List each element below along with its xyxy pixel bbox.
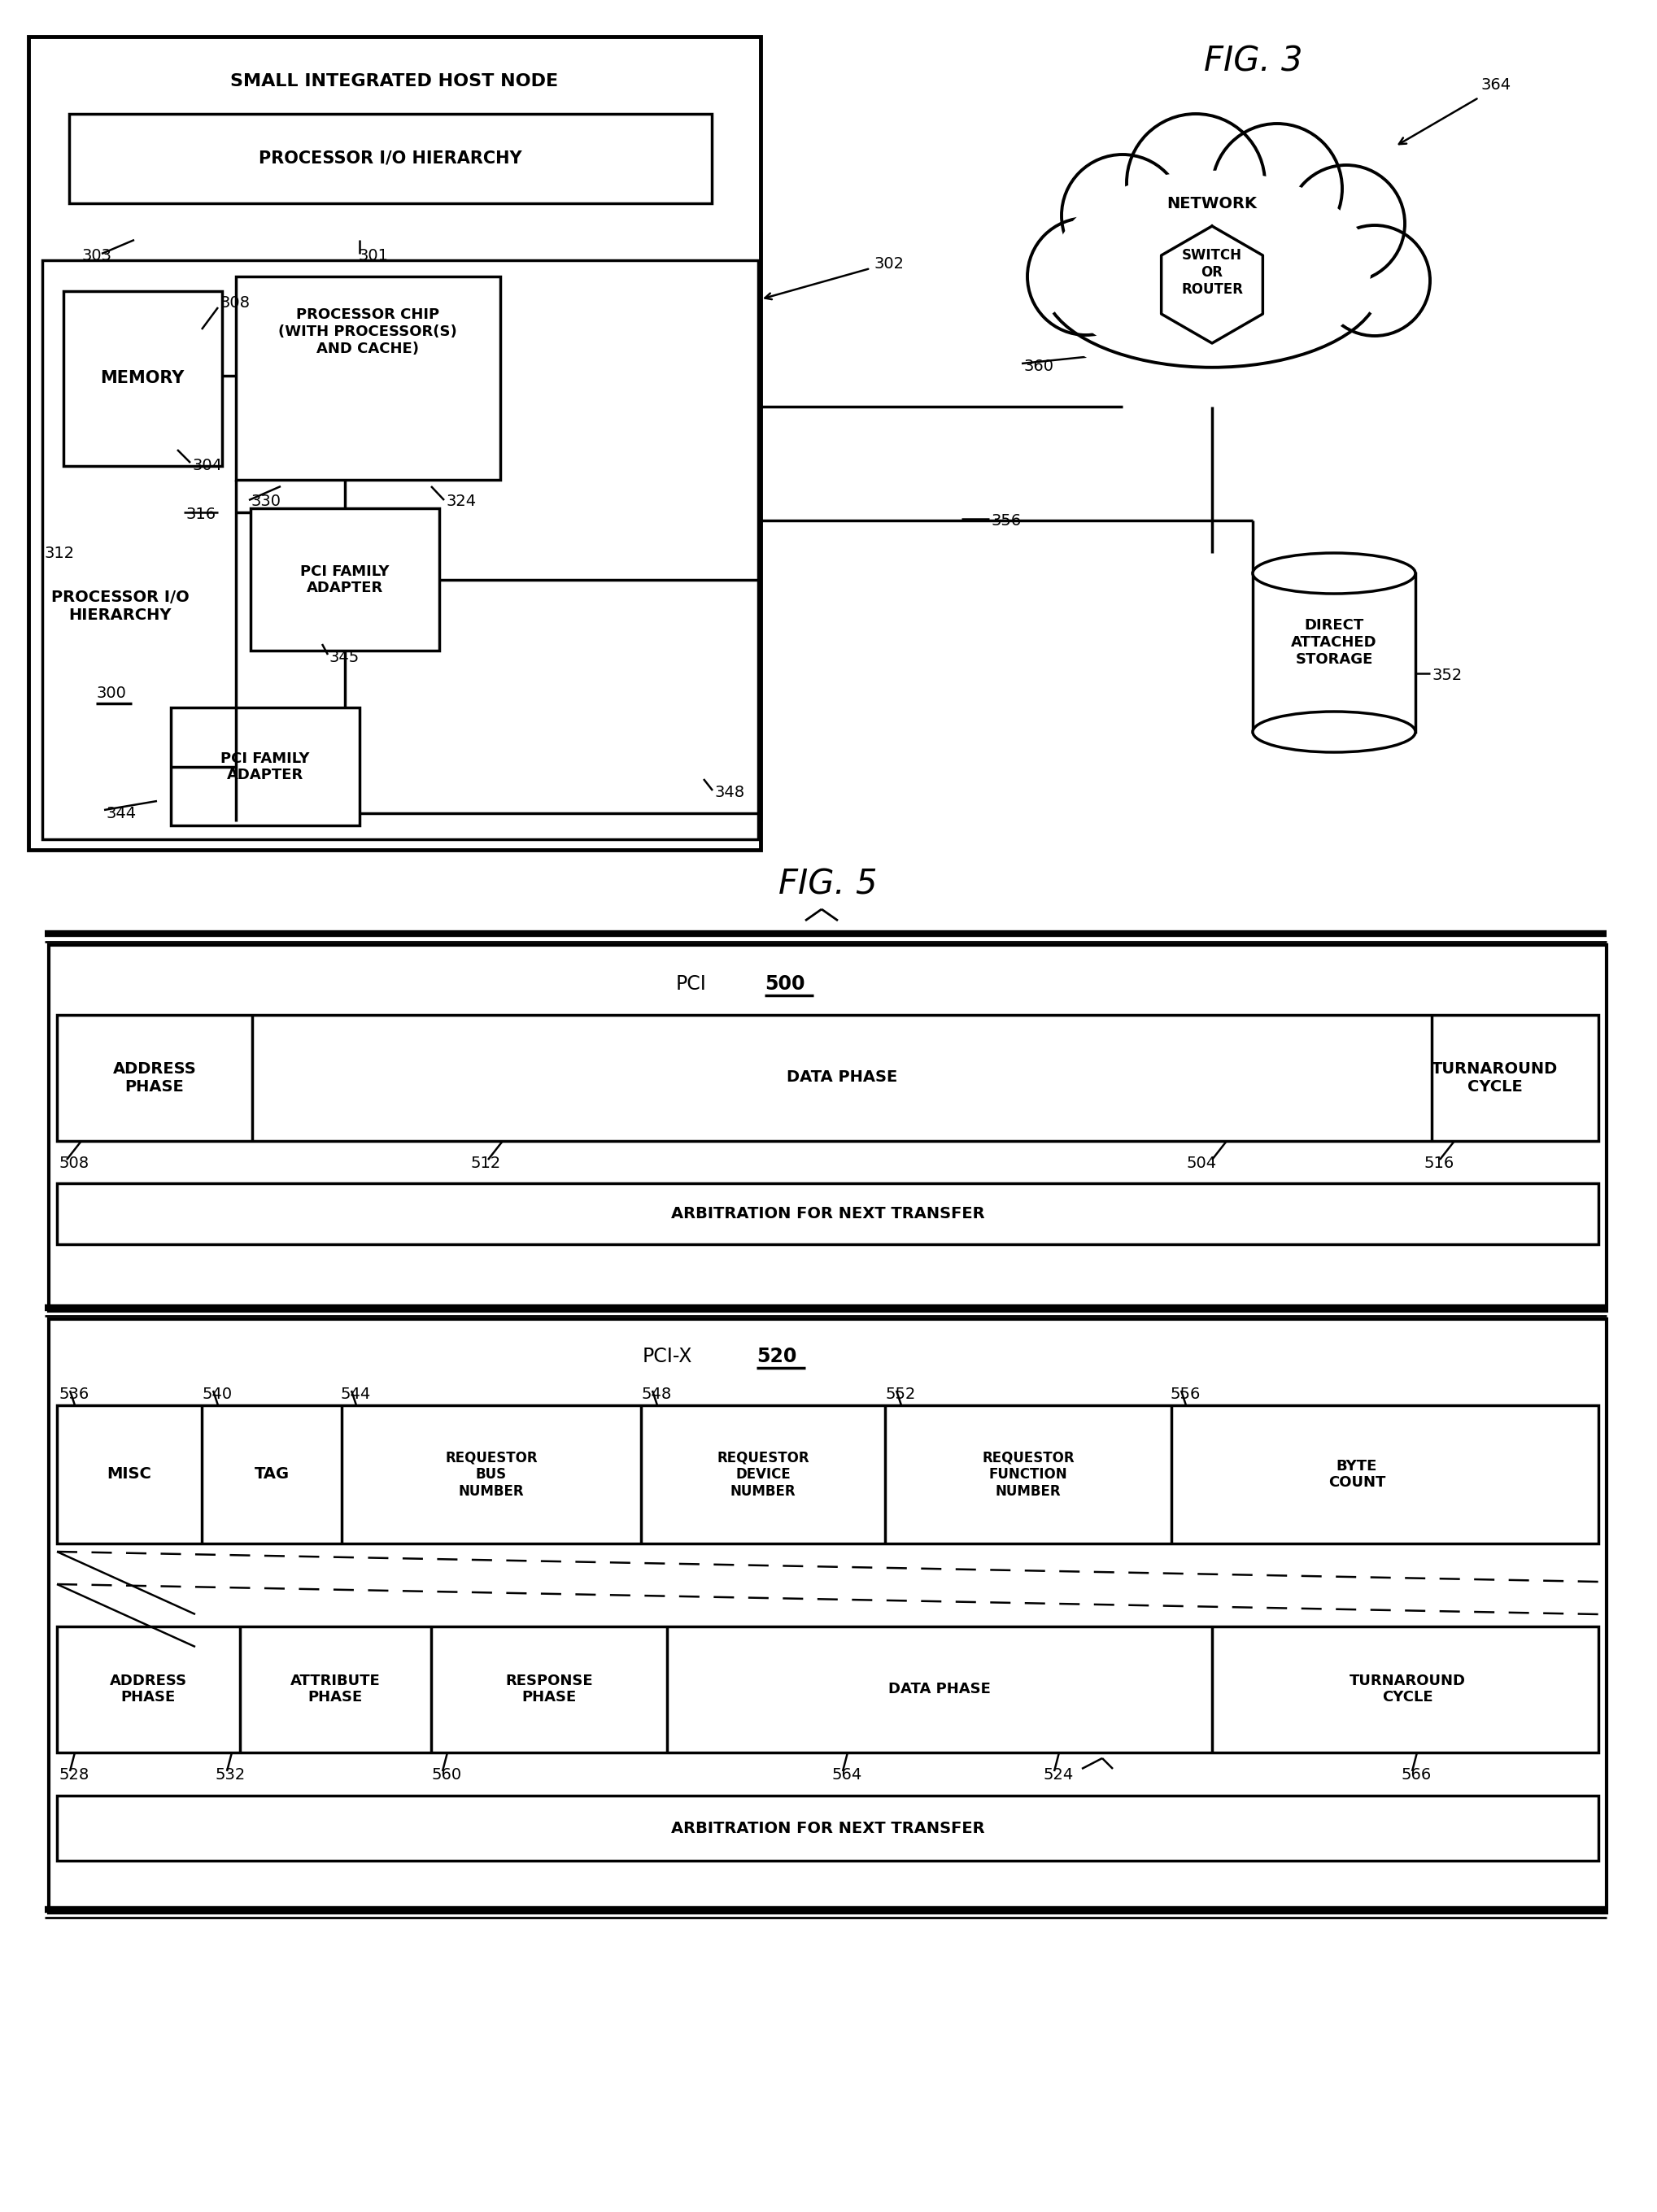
Text: 352: 352 <box>1432 668 1461 684</box>
Bar <box>56 1626 1599 1752</box>
Text: TURNAROUND
CYCLE: TURNAROUND CYCLE <box>1432 1062 1558 1095</box>
Text: 548: 548 <box>641 1387 671 1402</box>
Circle shape <box>1027 219 1145 334</box>
Text: 532: 532 <box>215 1767 245 1783</box>
Text: NETWORK: NETWORK <box>1167 195 1258 210</box>
Text: 308: 308 <box>220 294 250 310</box>
Text: REQUESTOR
BUS
NUMBER: REQUESTOR BUS NUMBER <box>446 1451 537 1500</box>
Text: FIG. 5: FIG. 5 <box>779 867 878 902</box>
Text: MISC: MISC <box>108 1467 152 1482</box>
Text: 528: 528 <box>58 1767 89 1783</box>
Text: 303: 303 <box>81 248 111 263</box>
Text: 556: 556 <box>1170 1387 1200 1402</box>
Circle shape <box>1319 226 1430 336</box>
Text: 324: 324 <box>446 493 476 509</box>
Text: TURNAROUND
CYCLE: TURNAROUND CYCLE <box>1349 1672 1465 1705</box>
Text: FIG. 3: FIG. 3 <box>1205 44 1302 77</box>
Text: MEMORY: MEMORY <box>101 369 184 387</box>
Text: 302: 302 <box>875 257 905 272</box>
Text: 360: 360 <box>1024 358 1054 374</box>
Circle shape <box>1211 124 1342 254</box>
Text: 524: 524 <box>1042 1767 1074 1783</box>
Text: BYTE
COUNT: BYTE COUNT <box>1329 1458 1385 1491</box>
Text: 512: 512 <box>471 1155 500 1170</box>
Text: ADDRESS
PHASE: ADDRESS PHASE <box>113 1062 196 1095</box>
Bar <box>250 509 439 650</box>
Bar <box>43 261 759 838</box>
Ellipse shape <box>1052 170 1370 367</box>
Bar <box>56 1183 1599 1243</box>
Text: 552: 552 <box>885 1387 915 1402</box>
Text: 566: 566 <box>1400 1767 1432 1783</box>
Ellipse shape <box>1253 712 1415 752</box>
Text: SWITCH
OR
ROUTER: SWITCH OR ROUTER <box>1181 248 1243 296</box>
Text: PCI FAMILY
ADAPTER: PCI FAMILY ADAPTER <box>300 564 389 595</box>
Text: SMALL INTEGRATED HOST NODE: SMALL INTEGRATED HOST NODE <box>230 73 558 88</box>
Bar <box>48 1318 1607 1913</box>
Bar <box>235 276 500 480</box>
Text: 312: 312 <box>45 546 75 560</box>
Ellipse shape <box>1253 553 1415 593</box>
Text: REQUESTOR
FUNCTION
NUMBER: REQUESTOR FUNCTION NUMBER <box>983 1451 1074 1500</box>
Text: 500: 500 <box>764 973 805 993</box>
Text: 301: 301 <box>358 248 388 263</box>
Text: RESPONSE
PHASE: RESPONSE PHASE <box>505 1672 593 1705</box>
Text: 544: 544 <box>340 1387 370 1402</box>
Text: ATTRIBUTE
PHASE: ATTRIBUTE PHASE <box>290 1672 379 1705</box>
Ellipse shape <box>1026 148 1399 389</box>
Text: 345: 345 <box>330 650 360 666</box>
Text: ARBITRATION FOR NEXT TRANSFER: ARBITRATION FOR NEXT TRANSFER <box>671 1206 984 1221</box>
Text: 516: 516 <box>1423 1155 1453 1170</box>
Polygon shape <box>1162 226 1263 343</box>
Text: 504: 504 <box>1186 1155 1216 1170</box>
Circle shape <box>1127 113 1264 252</box>
Text: PCI FAMILY
ADAPTER: PCI FAMILY ADAPTER <box>220 752 310 783</box>
Text: 508: 508 <box>58 1155 89 1170</box>
Text: PROCESSOR CHIP
(WITH PROCESSOR(S)
AND CACHE): PROCESSOR CHIP (WITH PROCESSOR(S) AND CA… <box>278 307 457 356</box>
Text: DIRECT
ATTACHED
STORAGE: DIRECT ATTACHED STORAGE <box>1291 617 1377 666</box>
Circle shape <box>1062 155 1183 276</box>
Text: PCI: PCI <box>676 973 708 993</box>
Bar <box>56 1796 1599 1860</box>
Text: 304: 304 <box>192 458 222 473</box>
Text: 564: 564 <box>832 1767 862 1783</box>
Text: 560: 560 <box>431 1767 461 1783</box>
Bar <box>171 708 360 825</box>
Bar <box>70 113 713 204</box>
Circle shape <box>1287 166 1405 283</box>
Text: PROCESSOR I/O HIERARCHY: PROCESSOR I/O HIERARCHY <box>258 150 522 166</box>
Bar <box>28 38 761 849</box>
Text: 344: 344 <box>106 805 136 821</box>
Text: DATA PHASE: DATA PHASE <box>787 1071 898 1086</box>
Bar <box>63 292 222 467</box>
Text: 330: 330 <box>250 493 280 509</box>
Text: 520: 520 <box>757 1347 797 1367</box>
Bar <box>56 1405 1599 1544</box>
Text: TAG: TAG <box>254 1467 290 1482</box>
Text: 300: 300 <box>96 686 126 701</box>
Text: PCI-X: PCI-X <box>641 1347 693 1367</box>
Text: 536: 536 <box>58 1387 89 1402</box>
Text: 356: 356 <box>991 513 1021 529</box>
Text: ADDRESS
PHASE: ADDRESS PHASE <box>109 1672 187 1705</box>
Text: REQUESTOR
DEVICE
NUMBER: REQUESTOR DEVICE NUMBER <box>717 1451 809 1500</box>
Bar <box>56 1015 1599 1141</box>
Bar <box>48 945 1607 1312</box>
Bar <box>1253 573 1415 732</box>
Text: 364: 364 <box>1480 77 1511 93</box>
Text: 540: 540 <box>202 1387 232 1402</box>
Text: DATA PHASE: DATA PHASE <box>888 1681 991 1697</box>
Text: 316: 316 <box>186 507 215 522</box>
Text: ARBITRATION FOR NEXT TRANSFER: ARBITRATION FOR NEXT TRANSFER <box>671 1820 984 1836</box>
Text: PROCESSOR I/O
HIERARCHY: PROCESSOR I/O HIERARCHY <box>51 588 189 622</box>
Text: 348: 348 <box>714 785 744 801</box>
